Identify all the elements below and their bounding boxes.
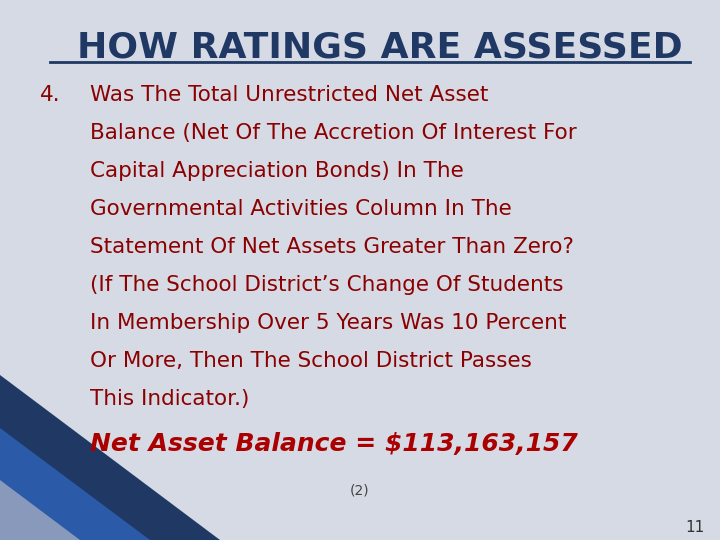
Text: Governmental Activities Column In The: Governmental Activities Column In The — [90, 199, 512, 219]
Text: Statement Of Net Assets Greater Than Zero?: Statement Of Net Assets Greater Than Zer… — [90, 237, 574, 257]
Text: Was The Total Unrestricted Net Asset: Was The Total Unrestricted Net Asset — [90, 85, 488, 105]
Text: (2): (2) — [350, 484, 370, 498]
Text: Net Asset Balance = $113,163,157: Net Asset Balance = $113,163,157 — [90, 432, 577, 456]
Polygon shape — [0, 375, 220, 540]
Text: Balance (Net Of The Accretion Of Interest For: Balance (Net Of The Accretion Of Interes… — [90, 123, 577, 143]
Polygon shape — [0, 428, 150, 540]
Text: HOW RATINGS ARE ASSESSED: HOW RATINGS ARE ASSESSED — [77, 30, 683, 64]
Text: 11: 11 — [685, 520, 705, 535]
Polygon shape — [0, 480, 80, 540]
Text: 4.: 4. — [40, 85, 60, 105]
Text: (If The School District’s Change Of Students: (If The School District’s Change Of Stud… — [90, 275, 564, 295]
Text: Or More, Then The School District Passes: Or More, Then The School District Passes — [90, 351, 532, 371]
Text: This Indicator.): This Indicator.) — [90, 389, 249, 409]
Text: In Membership Over 5 Years Was 10 Percent: In Membership Over 5 Years Was 10 Percen… — [90, 313, 567, 333]
Text: Capital Appreciation Bonds) In The: Capital Appreciation Bonds) In The — [90, 161, 464, 181]
